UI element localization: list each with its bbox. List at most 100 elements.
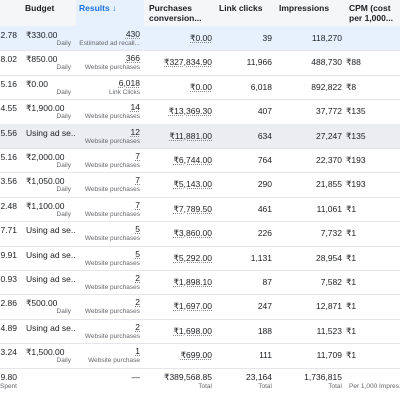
column-header[interactable]: Purchases conversion... xyxy=(149,3,202,23)
cpm: ₹1 xyxy=(346,228,357,239)
purchases-value: ₹6,744.00 xyxy=(173,155,213,165)
result-type: Estimated ad recall... xyxy=(79,40,140,47)
total-note: Total xyxy=(328,382,342,390)
purchases-value: ₹11,881.00 xyxy=(169,130,212,141)
purchases-value: ₹5,292.00 xyxy=(173,252,213,263)
budget: Using ad se... xyxy=(26,322,76,333)
purchases-value: ₹5,143.00 xyxy=(173,179,213,190)
budget: ₹1,500.00 xyxy=(26,347,65,358)
table-row xyxy=(0,26,400,52)
budget-note: Daily xyxy=(56,113,71,121)
result-type: Link Clicks xyxy=(108,88,140,96)
table-row xyxy=(0,343,400,369)
budget: Using ad se... xyxy=(26,225,76,236)
table-row xyxy=(0,148,400,174)
result: 5 xyxy=(135,248,140,259)
total-result: — xyxy=(131,371,141,382)
link-clicks: 407 xyxy=(257,106,272,117)
budget-note: Daily xyxy=(56,64,71,72)
cpm: ₹135 xyxy=(346,106,366,117)
cpm: ₹193 xyxy=(346,155,366,165)
budget: ₹1,900.00 xyxy=(26,103,65,114)
impressions: 892,822 xyxy=(311,81,342,92)
cpm: ₹8 xyxy=(346,81,357,92)
result-type: Website purchases xyxy=(84,113,140,121)
budget-note: Daily xyxy=(56,357,71,365)
budget: ₹1,100.00 xyxy=(26,200,65,211)
amount-spent: 5.16 xyxy=(0,152,17,162)
result: 2 xyxy=(135,273,140,283)
result: 12 xyxy=(130,126,140,137)
result-type: Website purchases xyxy=(84,284,140,291)
budget: ₹850.00 xyxy=(26,54,58,65)
result: 6,018 xyxy=(118,77,140,88)
result-type: Website purchases xyxy=(84,210,140,218)
result-type: Website purchases xyxy=(84,308,140,316)
result: 7 xyxy=(135,175,140,186)
cpm: ₹1 xyxy=(346,301,357,312)
amount-spent: 0.93 xyxy=(0,274,17,284)
amount-spent: 5.56 xyxy=(0,127,17,138)
budget: ₹500.00 xyxy=(26,298,58,309)
column-header[interactable]: Impressions xyxy=(279,3,330,13)
link-clicks: 1,131 xyxy=(250,252,272,263)
impressions: 37,772 xyxy=(316,106,342,117)
results-header-bg xyxy=(76,0,144,26)
table-row xyxy=(0,50,400,76)
cpm: ₹1 xyxy=(346,325,357,336)
result-type: Website purchases xyxy=(84,186,140,194)
column-header[interactable]: Budget xyxy=(25,3,55,13)
cpm: ₹1 xyxy=(346,252,357,263)
impressions: 28,954 xyxy=(316,252,342,263)
amount-spent: 4.89 xyxy=(0,322,17,333)
result: 5 xyxy=(135,224,140,235)
table-row xyxy=(0,246,400,271)
result-type: Website purchases xyxy=(84,64,140,72)
result: 2 xyxy=(135,297,140,308)
purchases-value: ₹3,860.00 xyxy=(173,228,213,239)
cpm: ₹1 xyxy=(346,203,357,214)
cpm: ₹1 xyxy=(346,277,357,287)
total-impressions: 1,736,815 xyxy=(304,371,342,382)
table-row xyxy=(0,75,400,101)
amount-spent: 3.56 xyxy=(0,176,17,187)
cpm: ₹135 xyxy=(346,130,366,141)
total-purchases: ₹389,568.85 xyxy=(164,371,212,382)
column-header[interactable]: Results ↓ xyxy=(79,3,117,13)
link-clicks: 188 xyxy=(257,325,272,336)
budget: Using ad se... xyxy=(26,127,76,138)
table-row xyxy=(0,172,400,198)
budget-note: Daily xyxy=(56,88,71,96)
result: 366 xyxy=(125,53,140,64)
result-type: Website purchases xyxy=(84,137,140,145)
impressions: 21,855 xyxy=(316,179,342,190)
purchases-value: ₹1,697.00 xyxy=(173,301,213,312)
table-row xyxy=(0,123,400,149)
budget: Using ad se... xyxy=(26,274,76,284)
cpm: ₹193 xyxy=(346,179,366,190)
column-header[interactable]: CPM (cost per 1,000... xyxy=(349,3,393,23)
link-clicks: 634 xyxy=(257,130,272,141)
impressions: 488,730 xyxy=(311,57,342,68)
impressions: 27,247 xyxy=(316,130,342,141)
purchases-value: ₹327,834.90 xyxy=(164,57,212,68)
amount-spent: 9.91 xyxy=(0,249,17,260)
column-header[interactable]: Link clicks xyxy=(219,3,263,13)
budget-note: Daily xyxy=(56,186,71,194)
total-note: Total xyxy=(198,382,212,390)
budget-note: Daily xyxy=(56,162,71,169)
amount-spent: 7.71 xyxy=(0,225,17,236)
purchases-value: ₹1,698.00 xyxy=(173,325,213,336)
purchases-value: ₹699.00 xyxy=(180,350,212,361)
table-row xyxy=(0,270,400,296)
impressions: 7,582 xyxy=(320,277,342,287)
total-clicks: 23,164 xyxy=(246,371,272,382)
budget: ₹2,000.00 xyxy=(26,152,65,162)
result-type: Website purchases xyxy=(84,332,140,340)
amount-spent: 2.86 xyxy=(0,298,17,309)
amount-spent: 2.48 xyxy=(0,200,17,211)
budget: ₹330.00 xyxy=(26,30,58,40)
table-row xyxy=(0,294,400,320)
impressions: 12,871 xyxy=(316,301,342,312)
